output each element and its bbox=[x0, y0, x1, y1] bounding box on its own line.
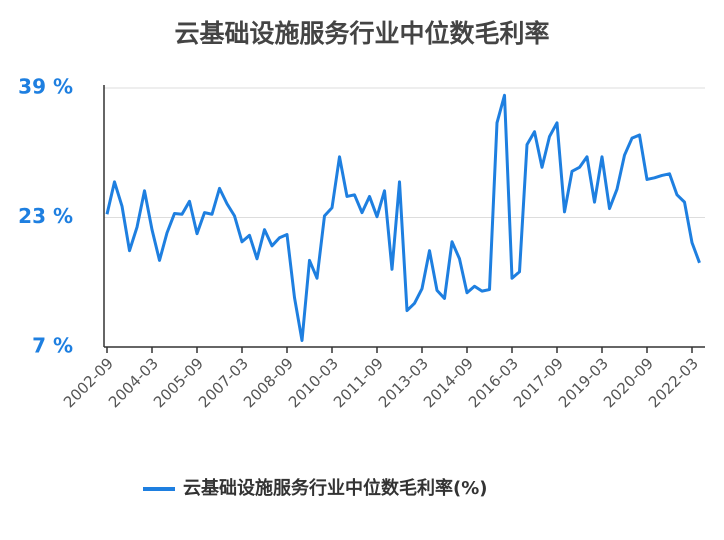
chart-title: 云基础设施服务行业中位数毛利率 bbox=[174, 19, 549, 48]
y-tick-label: 23 % bbox=[18, 204, 73, 228]
y-tick-label: 7 % bbox=[32, 334, 73, 358]
legend-label: 云基础设施服务行业中位数毛利率(%) bbox=[183, 477, 488, 499]
line bbox=[105, 93, 701, 343]
y-tick-label: 39 % bbox=[18, 75, 73, 99]
